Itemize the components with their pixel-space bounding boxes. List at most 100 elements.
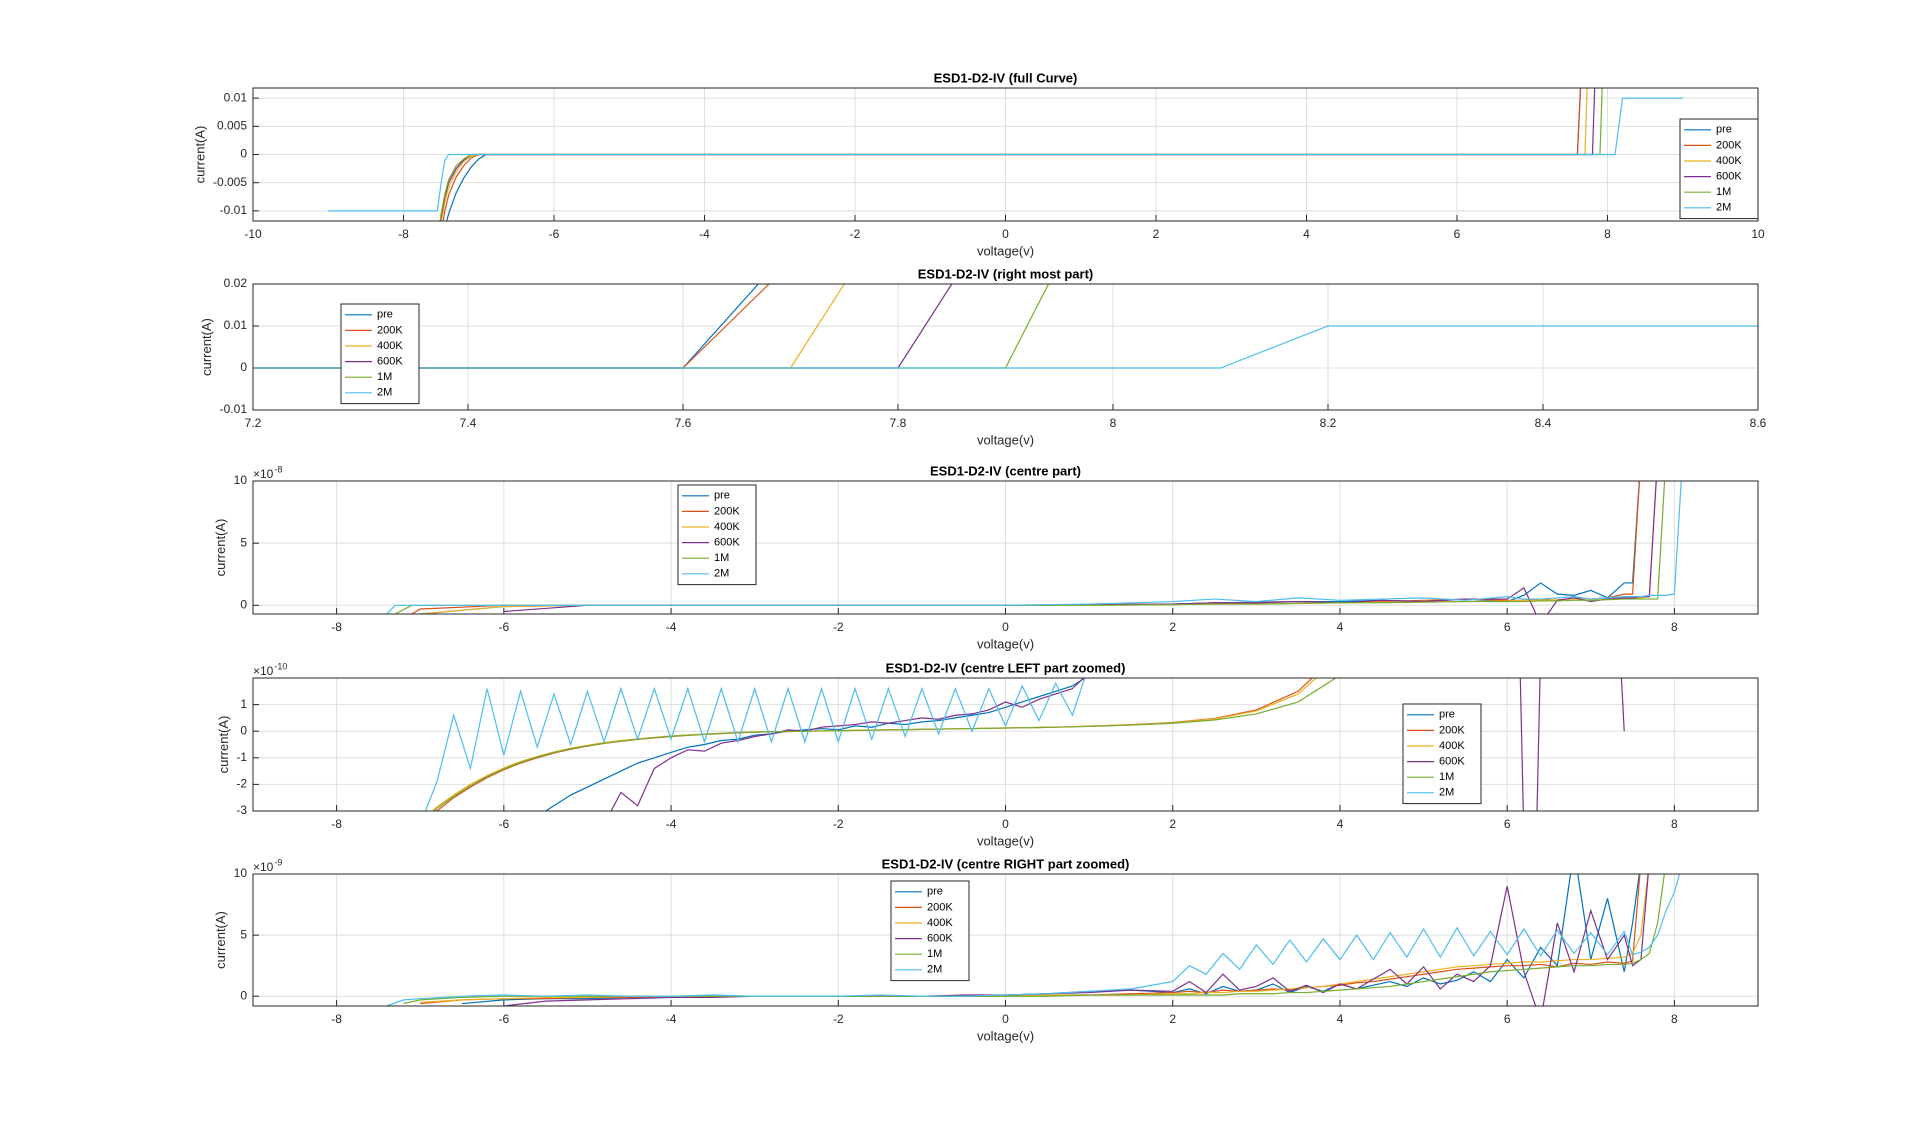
axes-box bbox=[252, 873, 1759, 1007]
legend-label: 600K bbox=[927, 933, 953, 945]
x-tick-label: 4 bbox=[1303, 227, 1310, 241]
legend-label: pre bbox=[714, 490, 730, 502]
x-tick-label: 8 bbox=[1671, 1012, 1678, 1026]
axes-box bbox=[252, 677, 1759, 812]
x-tick-label: 0 bbox=[1002, 227, 1009, 241]
y-axis-label: current(A) bbox=[213, 519, 228, 577]
y-tick-label: 0 bbox=[240, 988, 247, 1002]
x-tick-label: -8 bbox=[331, 1012, 342, 1026]
legend-box bbox=[890, 880, 970, 982]
x-tick-label: 0 bbox=[1002, 817, 1009, 831]
legend-label: 600K bbox=[714, 537, 740, 549]
y-tick-label: 1 bbox=[240, 697, 247, 711]
data-line bbox=[403, 874, 1665, 1005]
x-tick-label: 8 bbox=[1671, 817, 1678, 831]
x-tick-label: 0 bbox=[1002, 1012, 1009, 1026]
y-multiplier-base: ×10 bbox=[253, 467, 274, 481]
x-tick-label: 2 bbox=[1169, 817, 1176, 831]
legend-label: 2M bbox=[377, 387, 392, 399]
x-tick-label: 7.2 bbox=[245, 416, 262, 430]
x-axis-label: voltage(v) bbox=[977, 833, 1034, 848]
chart-title: ESD1-D2-IV (right most part) bbox=[918, 266, 1094, 281]
x-tick-label: 10 bbox=[1751, 227, 1765, 241]
x-axis-label: voltage(v) bbox=[977, 1028, 1034, 1043]
legend-box bbox=[1679, 118, 1759, 220]
x-tick-label: 6 bbox=[1454, 227, 1461, 241]
axes-box bbox=[252, 283, 1759, 411]
y-tick-label: 0 bbox=[240, 147, 247, 161]
y-tick-label: -0.005 bbox=[213, 175, 247, 189]
legend-label: 400K bbox=[1439, 740, 1465, 752]
x-tick-label: -4 bbox=[666, 817, 677, 831]
y-multiplier-exponent: -9 bbox=[274, 857, 282, 867]
x-tick-label: 6 bbox=[1504, 620, 1511, 634]
x-tick-label: 0 bbox=[1002, 620, 1009, 634]
chart-title: ESD1-D2-IV (full Curve) bbox=[934, 70, 1078, 85]
y-tick-label: 10 bbox=[234, 473, 248, 487]
axes-box bbox=[252, 480, 1759, 615]
y-tick-label: 0 bbox=[240, 723, 247, 737]
data-line bbox=[253, 325, 1758, 369]
y-tick-label: 5 bbox=[240, 535, 247, 549]
legend-label: 200K bbox=[377, 324, 403, 336]
plot-area bbox=[424, 678, 1625, 811]
x-tick-label: -2 bbox=[833, 817, 844, 831]
y-tick-label: -0.01 bbox=[220, 402, 248, 416]
y-multiplier-base: ×10 bbox=[253, 664, 274, 678]
y-tick-label: 0.005 bbox=[217, 118, 247, 132]
x-tick-label: 7.6 bbox=[675, 416, 692, 430]
x-tick-label: -10 bbox=[244, 227, 262, 241]
y-multiplier-base: ×10 bbox=[253, 860, 274, 874]
axes-background bbox=[253, 284, 1758, 410]
data-line bbox=[424, 678, 1086, 811]
x-tick-label: -4 bbox=[699, 227, 710, 241]
data-line bbox=[386, 481, 1682, 614]
legend-label: 600K bbox=[377, 356, 403, 368]
legend-label: 200K bbox=[714, 505, 740, 517]
y-tick-label: 0.01 bbox=[224, 318, 248, 332]
x-tick-label: 8 bbox=[1110, 416, 1117, 430]
x-tick-label: 7.4 bbox=[460, 416, 477, 430]
x-tick-label: 8.4 bbox=[1535, 416, 1552, 430]
legend-label: pre bbox=[1439, 709, 1455, 721]
x-axis-label: voltage(v) bbox=[977, 432, 1034, 447]
y-tick-label: -0.01 bbox=[220, 203, 248, 217]
y-axis-label: current(A) bbox=[213, 911, 228, 969]
y-tick-label: -3 bbox=[236, 803, 247, 817]
plot-area bbox=[386, 874, 1681, 1006]
legend-label: 1M bbox=[1439, 771, 1454, 783]
y-tick-label: -1 bbox=[236, 750, 247, 764]
x-tick-label: 8.6 bbox=[1750, 416, 1767, 430]
chart-title: ESD1-D2-IV (centre part) bbox=[930, 463, 1081, 478]
x-axis-label: voltage(v) bbox=[977, 243, 1034, 258]
x-tick-label: -2 bbox=[850, 227, 861, 241]
y-tick-label: 0.02 bbox=[224, 276, 248, 290]
x-tick-label: -4 bbox=[666, 620, 677, 634]
legend-label: 400K bbox=[927, 917, 953, 929]
x-tick-label: 2 bbox=[1153, 227, 1160, 241]
x-tick-label: 6 bbox=[1504, 817, 1511, 831]
y-axis-label: current(A) bbox=[199, 318, 214, 376]
legend-label: pre bbox=[377, 309, 393, 321]
x-axis-label: voltage(v) bbox=[977, 636, 1034, 651]
legend-label: 400K bbox=[714, 521, 740, 533]
legend-label: 2M bbox=[927, 964, 942, 976]
x-tick-label: 8.2 bbox=[1320, 416, 1337, 430]
chart-title: ESD1-D2-IV (centre LEFT part zoomed) bbox=[886, 660, 1126, 675]
legend-box bbox=[677, 484, 757, 586]
x-tick-label: 4 bbox=[1337, 1012, 1344, 1026]
data-line bbox=[386, 874, 1681, 1006]
y-tick-label: 0.01 bbox=[224, 90, 248, 104]
x-tick-label: -8 bbox=[331, 817, 342, 831]
y-tick-label: 5 bbox=[240, 927, 247, 941]
y-axis-label: current(A) bbox=[192, 126, 207, 184]
chart-title: ESD1-D2-IV (centre RIGHT part zoomed) bbox=[882, 856, 1130, 871]
y-multiplier-exponent: -8 bbox=[274, 464, 282, 474]
legend-label: 1M bbox=[927, 948, 942, 960]
x-tick-label: -6 bbox=[549, 227, 560, 241]
plot-area bbox=[253, 284, 1758, 369]
legend-label: 200K bbox=[927, 901, 953, 913]
